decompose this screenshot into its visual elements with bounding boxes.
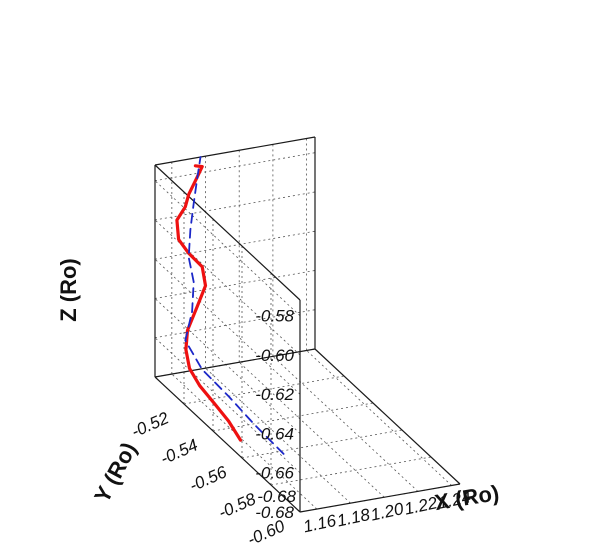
series-line-2	[184, 156, 285, 455]
z-tick-label: -0.58	[255, 307, 294, 326]
z-tick-label: -0.66	[255, 464, 294, 483]
grid-line	[154, 298, 301, 434]
grid-line	[212, 402, 374, 432]
z-tick-label: -0.68	[255, 503, 294, 522]
grid-line	[171, 373, 318, 510]
y-tick-label: -0.54	[157, 435, 200, 468]
series-line-1	[175, 164, 243, 442]
grid-line	[154, 180, 301, 316]
x-tick-label: 1.16	[302, 511, 339, 537]
grid-line	[306, 350, 452, 486]
y-tick-label: -0.58	[215, 489, 259, 522]
box-edge	[299, 483, 461, 513]
grid-line	[154, 191, 316, 221]
box-edge	[314, 348, 461, 485]
grid-lines	[154, 138, 461, 513]
grid-line	[183, 375, 345, 405]
grid-line	[241, 429, 403, 459]
grid-line	[270, 456, 432, 486]
box-edge	[154, 348, 316, 378]
y-tick-label: -0.56	[186, 462, 230, 495]
grid-line	[154, 337, 301, 474]
x-tick-label: 1.18	[335, 505, 372, 531]
z-tick-label: -0.60	[255, 346, 294, 365]
grid-line	[154, 258, 301, 395]
box-edge	[154, 164, 301, 301]
box-edge	[154, 136, 316, 166]
box-edges	[154, 136, 461, 513]
box-edge	[154, 376, 301, 513]
grid-line	[205, 367, 351, 504]
grid-line	[154, 219, 301, 356]
z-tick-label-overlap: -0.68	[257, 487, 296, 506]
x-axis-label: X (Ro)	[433, 480, 501, 515]
grid-line	[154, 230, 316, 260]
grid-line	[154, 270, 316, 299]
y-axis-label: Y (Ro)	[89, 438, 141, 507]
z-tick-label: -0.64	[255, 424, 294, 443]
grid-line	[238, 361, 385, 498]
grid-line	[154, 309, 316, 339]
z-tick-label: -0.62	[255, 385, 294, 404]
grid-line	[272, 356, 419, 492]
series-layer	[175, 156, 285, 455]
x-tick-label: 1.20	[369, 499, 406, 525]
z-axis-label: Z (Ro)	[56, 258, 81, 322]
grid-line	[154, 152, 316, 182]
y-tick-label: -0.52	[128, 408, 172, 441]
